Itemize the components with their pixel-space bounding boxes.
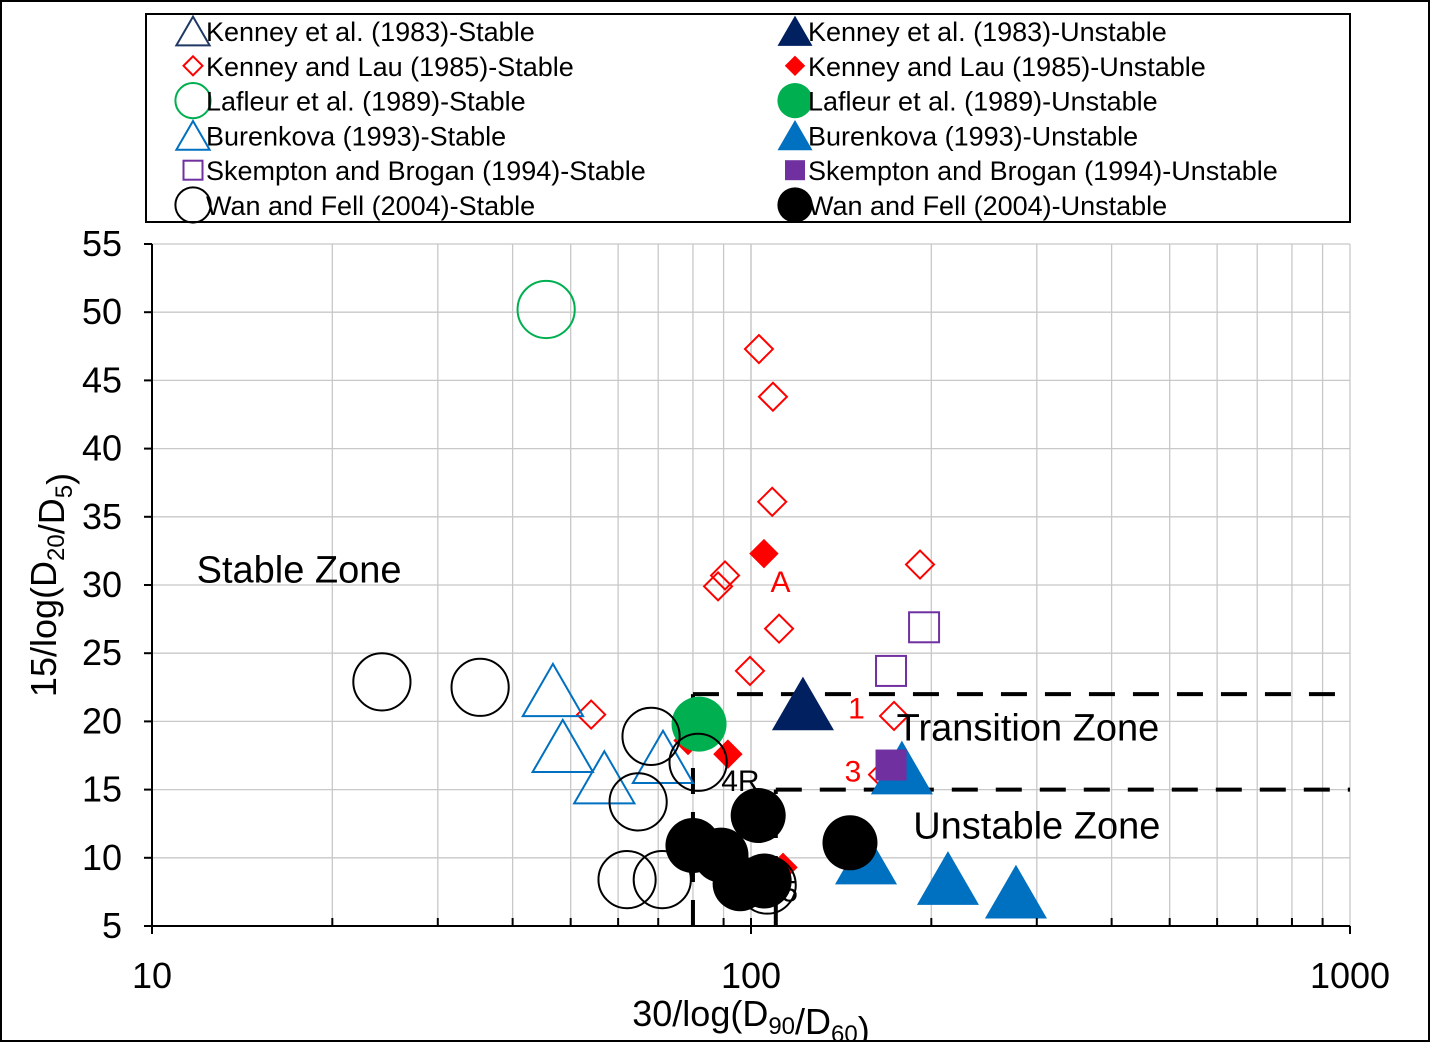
data-point xyxy=(908,611,941,644)
annotation-label: 1 xyxy=(848,693,865,726)
data-point xyxy=(702,570,734,602)
data-point xyxy=(632,850,692,910)
y-tick-label: 35 xyxy=(82,496,122,537)
y-tick-label: 40 xyxy=(82,428,122,469)
data-point xyxy=(757,381,789,413)
legend-marker xyxy=(777,120,813,151)
legend-marker xyxy=(174,14,212,47)
legend-box xyxy=(145,13,1351,223)
annotation-label: 3 xyxy=(845,755,862,788)
x-tick-label: 1000 xyxy=(1310,955,1390,996)
data-point xyxy=(749,538,779,569)
annotation-label: Stable Zone xyxy=(197,549,402,591)
data-points xyxy=(352,279,1047,919)
data-point xyxy=(572,749,637,805)
data-point xyxy=(709,560,741,591)
data-point xyxy=(743,333,775,365)
annotations: Stable Zone Transition Zone Unstable Zone A… xyxy=(197,549,1161,908)
legend-marker xyxy=(784,55,806,77)
legend-marker xyxy=(182,54,204,77)
data-point xyxy=(352,652,412,712)
annotation-label: 5 xyxy=(781,875,798,908)
data-point xyxy=(756,486,788,518)
y-tick-label: 25 xyxy=(82,632,122,673)
legend-entry: Skempton and Brogan (1994)-Unstable xyxy=(808,156,1278,186)
legend-entry: Lafleur et al. (1989)-Stable xyxy=(206,87,526,117)
data-point xyxy=(734,655,766,687)
annotation-label: 4R xyxy=(721,765,759,798)
y-tick-label: 45 xyxy=(82,359,122,400)
data-point xyxy=(771,676,834,731)
legend-entry: Kenney and Lau (1985)-Stable xyxy=(206,52,574,82)
legend-entry: Kenney and Lau (1985)-Unstable xyxy=(808,52,1206,82)
legend-entry: Burenkova (1993)-Stable xyxy=(206,121,506,151)
legend: Kenney et al. (1983)-Stable Kenney et al.… xyxy=(145,13,1351,224)
x-axis-title: 30/log(D90/D60) xyxy=(632,993,870,1042)
legend-marker xyxy=(785,160,805,181)
data-point xyxy=(450,657,510,717)
y-tick-label: 20 xyxy=(82,700,122,741)
y-axis-title: 15/log(D20/D5) xyxy=(23,473,80,697)
y-tick-label: 50 xyxy=(82,291,122,332)
legend-marker xyxy=(777,15,813,46)
data-point xyxy=(608,772,668,832)
data-point xyxy=(631,728,695,784)
data-point xyxy=(736,853,792,909)
legend-marker xyxy=(174,186,212,224)
data-point xyxy=(984,864,1047,919)
data-point xyxy=(878,700,910,732)
annotation-label: Transition Zone xyxy=(897,707,1160,749)
legend-entry: Wan and Fell (2004)-Stable xyxy=(206,191,535,221)
data-point xyxy=(597,850,657,910)
data-point xyxy=(713,739,743,769)
data-point xyxy=(916,851,979,905)
x-tick-label: 100 xyxy=(721,955,781,996)
data-point xyxy=(822,815,878,871)
legend-marker xyxy=(777,187,813,223)
legend-entry: Kenney et al. (1983)-Unstable xyxy=(808,17,1167,47)
annotation-label: Unstable Zone xyxy=(913,806,1160,848)
legend-entry: Burenkova (1993)-Unstable xyxy=(808,121,1138,151)
data-point xyxy=(516,279,576,340)
data-point xyxy=(875,749,907,781)
legend-entry: Kenney et al. (1983)-Stable xyxy=(206,17,535,47)
data-point xyxy=(530,717,595,774)
legend-marker xyxy=(777,83,813,119)
data-point xyxy=(763,613,795,645)
legend-entry: Skempton and Brogan (1994)-Stable xyxy=(206,156,646,186)
data-point xyxy=(730,788,786,844)
legend-marker xyxy=(174,119,212,151)
data-point xyxy=(904,549,936,580)
data-point xyxy=(621,706,681,767)
y-tick-label: 55 xyxy=(82,223,122,264)
y-tick-label: 15 xyxy=(82,769,122,810)
legend-marker xyxy=(174,82,212,120)
legend-marker xyxy=(182,159,204,181)
legend-entry: Wan and Fell (2004)-Unstable xyxy=(808,191,1167,221)
y-tick-label: 30 xyxy=(82,564,122,605)
data-point xyxy=(668,732,728,792)
data-point xyxy=(875,654,908,687)
data-point xyxy=(575,699,607,730)
y-tick-label: 10 xyxy=(82,837,122,878)
y-tick-label: 5 xyxy=(102,905,122,946)
data-point xyxy=(521,661,585,718)
x-tick-label: 10 xyxy=(132,955,172,996)
legend-entry: Lafleur et al. (1989)-Unstable xyxy=(808,87,1158,117)
annotation-label: A xyxy=(770,566,790,599)
